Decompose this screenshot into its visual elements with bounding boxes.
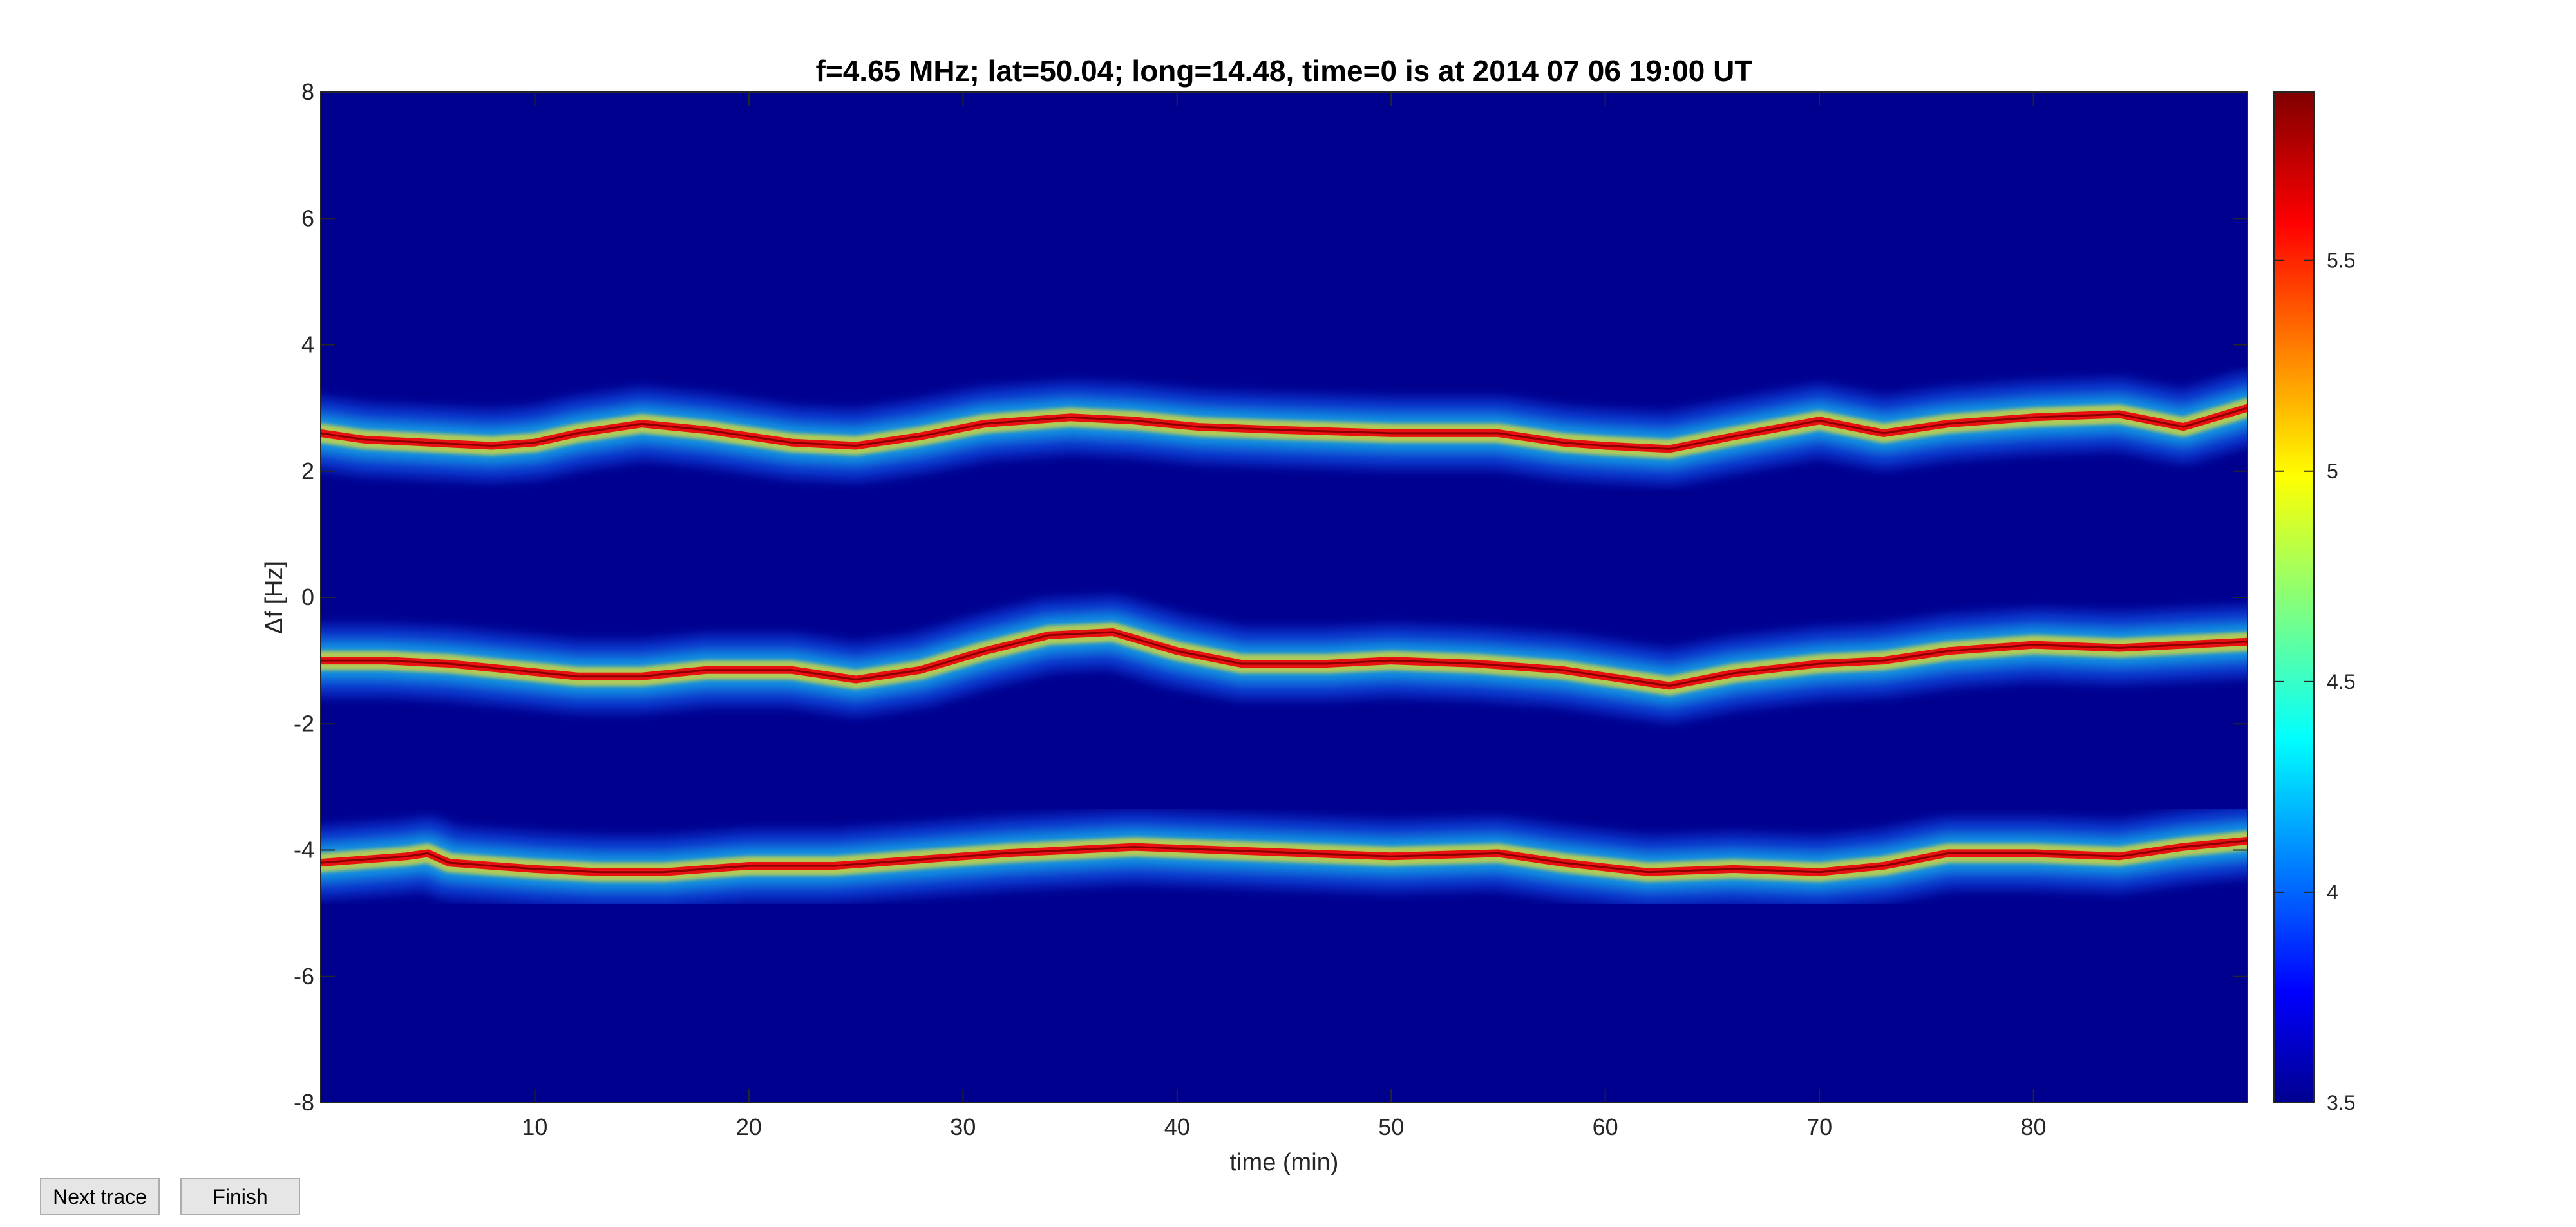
y-tick-label: 6 (301, 205, 314, 231)
x-tick-label: 50 (1378, 1114, 1404, 1140)
x-tick-label: 70 (1806, 1114, 1832, 1140)
x-tick-label: 10 (522, 1114, 547, 1140)
x-tick-label: 30 (950, 1114, 976, 1140)
y-tick-label: 4 (301, 332, 314, 358)
y-tick-label: -6 (294, 963, 314, 989)
x-tick-label: 80 (2021, 1114, 2047, 1140)
colorbar-tick-label: 4.5 (2327, 670, 2355, 693)
y-tick-label: -2 (294, 710, 314, 736)
colorbar-tick-label: 5.5 (2327, 249, 2355, 272)
finish-button[interactable]: Finish (180, 1178, 300, 1215)
x-tick-label: 20 (736, 1114, 762, 1140)
y-axis-ticks: 8 6 4 2 0 -2 -4 -6 -8 (294, 79, 2248, 1116)
plot-background (321, 92, 2248, 1103)
trace-2-core (321, 631, 2248, 687)
trace-3-core (321, 839, 2248, 874)
y-axis-label: Δf [Hz] (261, 561, 288, 634)
x-tick-label: 60 (1593, 1114, 1618, 1140)
x-axis-ticks: 10 20 30 40 50 60 70 80 (522, 92, 2047, 1140)
y-tick-label: -4 (294, 837, 314, 863)
y-tick-label: 2 (301, 458, 314, 484)
next-trace-button[interactable]: Next trace (40, 1178, 160, 1215)
colorbar-tick-label: 4 (2327, 881, 2338, 904)
chart-title: f=4.65 MHz; lat=50.04; long=14.48, time=… (816, 54, 1753, 88)
y-tick-label: 0 (301, 584, 314, 610)
colorbar-tick-label: 5 (2327, 460, 2338, 483)
trace-1-core (321, 407, 2248, 450)
y-tick-label: 8 (301, 79, 314, 105)
traces-layer (321, 372, 2248, 908)
x-tick-label: 40 (1164, 1114, 1190, 1140)
x-axis-label: time (min) (1230, 1149, 1339, 1176)
colorbar (2273, 91, 2315, 1103)
colorbar-tick-label: 3.5 (2327, 1091, 2355, 1114)
colorbar-ticks: 5.5 5 4.5 4 3.5 (2274, 249, 2355, 1114)
y-tick-label: -8 (294, 1089, 314, 1116)
